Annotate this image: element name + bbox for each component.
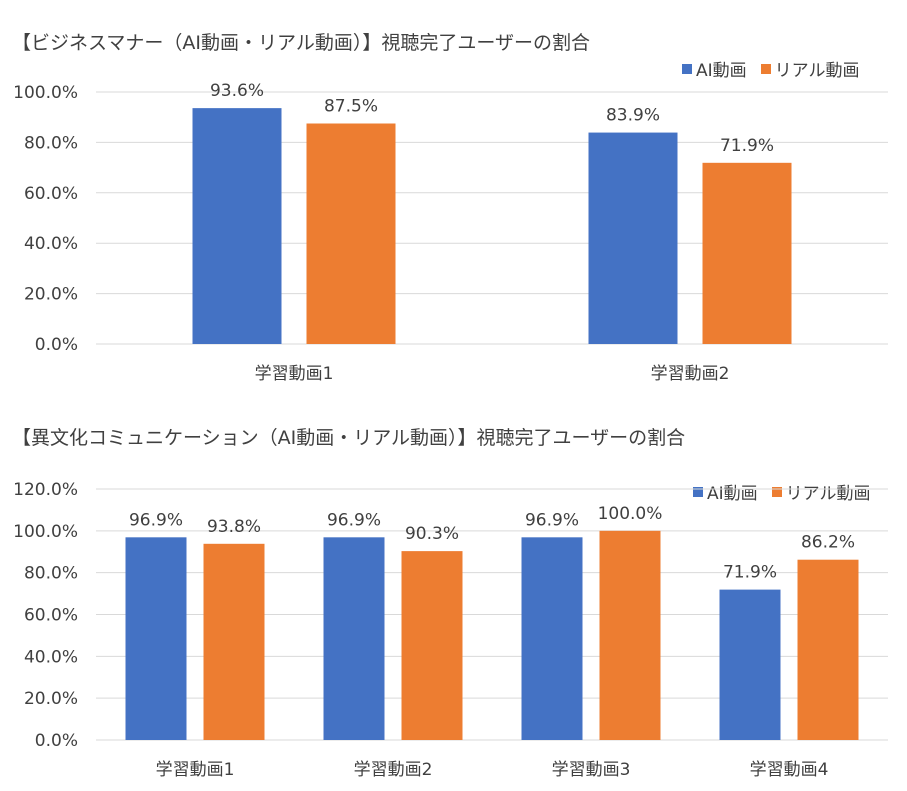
bar-ai-2 bbox=[588, 132, 678, 344]
legend-label-real: リアル動画 bbox=[774, 61, 860, 81]
x-tick-label: 学習動画1 bbox=[255, 364, 334, 384]
x-tick-label: 学習動画1 bbox=[156, 760, 235, 780]
plot-area: 0.0% 20.0% 40.0% 60.0% 80.0% 100.0% 120.0% 96.9… bbox=[13, 480, 888, 780]
bar-ai-1 bbox=[192, 108, 282, 345]
y-tick-label: 120.0% bbox=[13, 480, 78, 500]
bar-real-3 bbox=[599, 530, 661, 740]
data-label: 93.8% bbox=[207, 517, 261, 537]
legend-label-ai: AI動画 bbox=[696, 61, 747, 81]
legend: AI動画 リアル動画 bbox=[682, 56, 860, 81]
data-label: 96.9% bbox=[327, 510, 381, 530]
chart-intercultural-communication: 【異文化コミュニケーション（AI動画・リアル動画）】視聴完了ユーザーの割合 AI… bbox=[0, 395, 907, 791]
data-label: 90.3% bbox=[405, 524, 459, 544]
y-tick-label: 100.0% bbox=[13, 83, 78, 103]
bar-real-4 bbox=[797, 559, 859, 740]
chart-business-manners: 【ビジネスマナー（AI動画・リアル動画）】視聴完了ユーザーの割合 AI動画 リア… bbox=[0, 0, 907, 395]
bar-real-1 bbox=[306, 123, 396, 344]
data-label: 87.5% bbox=[324, 97, 378, 117]
chart-title: 【ビジネスマナー（AI動画・リアル動画）】視聴完了ユーザーの割合 bbox=[12, 32, 590, 54]
bar-real-2 bbox=[401, 551, 463, 740]
bar-ai-2 bbox=[323, 537, 385, 740]
bar-ai-1 bbox=[125, 537, 187, 740]
legend-item-real: リアル動画 bbox=[760, 56, 860, 81]
bar-real-2 bbox=[702, 162, 792, 344]
legend-swatch-ai bbox=[693, 486, 703, 497]
x-tick-label: 学習動画2 bbox=[651, 364, 730, 384]
data-label: 96.9% bbox=[525, 510, 579, 530]
x-tick-label: 学習動画4 bbox=[750, 760, 829, 780]
data-label: 71.9% bbox=[723, 563, 777, 583]
y-tick-label: 0.0% bbox=[35, 731, 78, 751]
bar-ai-4 bbox=[719, 589, 781, 740]
data-label: 100.0% bbox=[598, 504, 663, 524]
data-label: 86.2% bbox=[801, 533, 855, 553]
data-label: 93.6% bbox=[210, 81, 264, 101]
legend-swatch-ai bbox=[682, 63, 692, 74]
legend-item-ai: AI動画 bbox=[682, 56, 747, 81]
y-tick-label: 60.0% bbox=[24, 184, 78, 204]
data-label: 83.9% bbox=[606, 106, 660, 126]
y-tick-label: 20.0% bbox=[24, 689, 78, 709]
legend-swatch-real bbox=[760, 63, 771, 74]
y-tick-label: 20.0% bbox=[24, 285, 78, 305]
x-tick-label: 学習動画2 bbox=[354, 760, 433, 780]
y-tick-label: 40.0% bbox=[24, 234, 78, 254]
y-tick-label: 80.0% bbox=[24, 564, 78, 584]
plot-area: 0.0% 20.0% 40.0% 60.0% 80.0% 100.0% 93.6% 87.5%… bbox=[13, 81, 888, 384]
y-tick-label: 100.0% bbox=[13, 522, 78, 542]
y-tick-label: 0.0% bbox=[35, 335, 78, 355]
x-tick-label: 学習動画3 bbox=[552, 760, 631, 780]
y-tick-label: 60.0% bbox=[24, 606, 78, 626]
bar-ai-3 bbox=[521, 537, 583, 740]
chart-title: 【異文化コミュニケーション（AI動画・リアル動画）】視聴完了ユーザーの割合 bbox=[12, 427, 686, 449]
data-label: 71.9% bbox=[720, 136, 774, 156]
bar-real-1 bbox=[203, 543, 265, 740]
data-label: 96.9% bbox=[129, 510, 183, 530]
legend-swatch-real bbox=[771, 486, 782, 497]
y-tick-label: 40.0% bbox=[24, 647, 78, 667]
y-tick-label: 80.0% bbox=[24, 133, 78, 153]
